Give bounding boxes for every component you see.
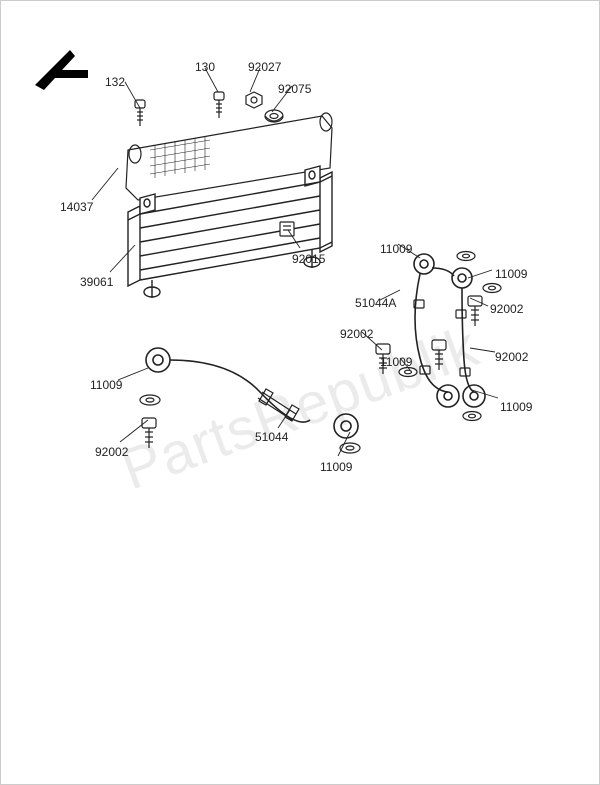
top-fasteners xyxy=(135,92,283,126)
part-callout: 11009 xyxy=(320,460,352,474)
part-callout: 11009 xyxy=(380,242,412,256)
part-callout: 92027 xyxy=(248,60,281,74)
part-callout: 14037 xyxy=(60,200,93,214)
part-callout: 92002 xyxy=(340,327,373,341)
part-callout: 92002 xyxy=(95,445,128,459)
part-callout: 51044A xyxy=(355,296,396,310)
parts-diagram xyxy=(0,0,600,785)
orientation-arrow xyxy=(35,50,88,90)
part-callout: 51044 xyxy=(255,430,288,444)
right-oil-tubes xyxy=(376,252,501,421)
part-callout: 11009 xyxy=(495,267,527,281)
part-callout: 92002 xyxy=(495,350,528,364)
part-callout: 11009 xyxy=(500,400,532,414)
clip-nut xyxy=(280,222,294,236)
part-callout: 92075 xyxy=(278,82,311,96)
left-oil-tube xyxy=(140,348,360,453)
screen-panel xyxy=(126,113,332,200)
part-callout: 11009 xyxy=(90,378,122,392)
part-callout: 11009 xyxy=(380,355,412,369)
part-callout: 39061 xyxy=(80,275,113,289)
part-callout: 92015 xyxy=(292,252,325,266)
part-callout: 132 xyxy=(105,75,125,89)
oil-cooler-body xyxy=(128,166,332,298)
part-callout: 130 xyxy=(195,60,215,74)
part-callout: 92002 xyxy=(490,302,523,316)
